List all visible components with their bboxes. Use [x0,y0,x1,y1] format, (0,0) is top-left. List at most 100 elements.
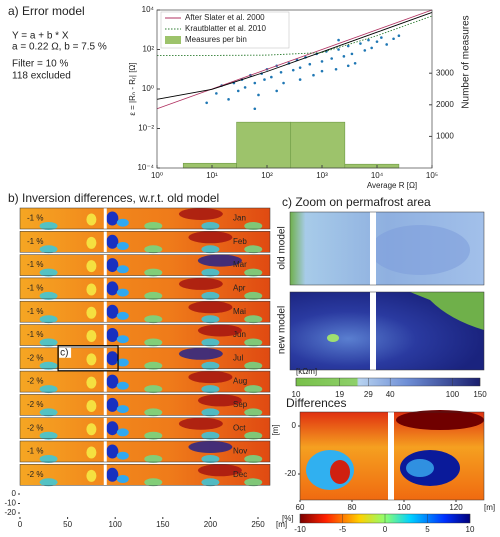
heatmap-blob [86,446,97,459]
map-blob [410,292,484,330]
borehole-gap [103,441,107,462]
heatmap-blob [144,338,163,347]
row-percent: -1 % [27,237,43,246]
row-month: Apr [233,284,246,293]
scatter-point [363,49,367,52]
heatmap-blob [244,315,263,324]
row-percent: -1 % [27,330,43,339]
row-percent: -1 % [27,307,43,316]
row-frame [19,300,271,323]
heatmap-blob [201,385,220,394]
scatter-point [380,36,383,39]
colorbar-label: 19 [335,390,344,399]
heatmap-blob [144,408,163,417]
row-percent: -2 % [27,423,43,432]
legend-label: Krautblatter et al. 2010 [185,24,266,33]
heatmap-blob [178,417,223,430]
scatter-point [312,73,315,77]
scatter-point [205,101,208,105]
legend-box [160,11,290,49]
x-unit: [m] [484,503,495,512]
scatter-point [346,64,350,68]
borehole-gap [103,254,107,276]
heatmap-blob [244,431,263,440]
heatmap-blob [106,234,119,249]
new-label: new model [277,306,288,354]
x-tick-label: 80 [348,503,357,512]
heatmap-blob [201,268,220,277]
scatter-point [282,81,285,85]
heatmap-blob [106,374,119,389]
scatter-point [342,55,346,58]
y-tick-label: 10⁴ [142,5,155,14]
borehole-gap [370,212,376,285]
x-tick-label: 0 [18,520,23,529]
row-month: Jan [233,214,246,223]
heatmap-blob [86,260,97,273]
heatmap-blob [39,478,58,487]
scatter-point [353,62,357,65]
heatmap-blob [106,421,119,436]
model-line [156,12,433,100]
heatmap-blob [201,338,220,347]
x-tick-label: 10¹ [206,171,218,180]
scatter-point [337,48,340,51]
row-percent: -2 % [27,400,43,409]
legend-label: Measures per bin [185,35,247,44]
row-percent: -2 % [27,470,43,479]
legend-label: After Slater et al. 2000 [185,13,265,22]
row-frame [19,277,271,300]
row-month: Dec [233,470,247,479]
heatmap-blob [39,222,58,230]
y-unit: [m] [271,424,280,435]
heatmap-blob [106,258,119,273]
heatmap-blob [188,231,233,244]
colorbar-label: -5 [339,525,347,534]
y2-tick-label: 3000 [436,68,454,77]
heatmap-blob [178,208,223,220]
heatmap-blob [144,291,163,300]
heatmap-blob [201,361,220,370]
borehole-gap [103,417,107,439]
heatmap-blob [201,455,220,463]
row-frame [19,207,271,230]
histogram-bar [236,121,292,169]
heatmap-blob [39,245,58,254]
row-month: Aug [233,377,247,386]
legend-swatch [165,36,181,44]
scatter-point [243,86,247,89]
borehole-gap [103,231,107,253]
heatmap-blob [144,478,163,487]
heatmap-blob [39,408,58,417]
colorbar-label: 40 [386,390,395,399]
row-month: Nov [233,447,247,456]
map-frame [289,291,485,371]
heatmap-blob [144,222,163,230]
heatmap-blob [244,361,263,370]
model-text: 118 excluded [12,71,71,82]
inversion-row: -2 % Oct [19,417,271,440]
heatmap-blob [197,324,242,337]
scatter-point [279,71,283,74]
heatmap-blob [144,315,163,324]
heatmap-blob [116,405,129,414]
heatmap-blob [106,328,119,342]
heatmap-blob [201,222,220,230]
heatmap-blob [201,315,220,324]
heatmap-blob [39,291,58,300]
scatter-point [263,78,266,81]
row-month: Mai [233,307,246,316]
heatmap-blob [86,306,97,319]
heatmap-blob [116,335,129,344]
inversion-row: -1 % Mai [19,300,271,324]
heatmap-blob [144,455,163,463]
heatmap-blob [116,265,129,274]
inversion-row: -1 % Mar [19,254,271,277]
scatter-point [253,81,257,85]
inversion-row: -2 % Sep [19,394,271,417]
heatmap-blob [116,218,129,227]
scatter-point [346,44,350,48]
x-tick-label: 200 [204,520,218,529]
heatmap-blob [116,381,129,390]
